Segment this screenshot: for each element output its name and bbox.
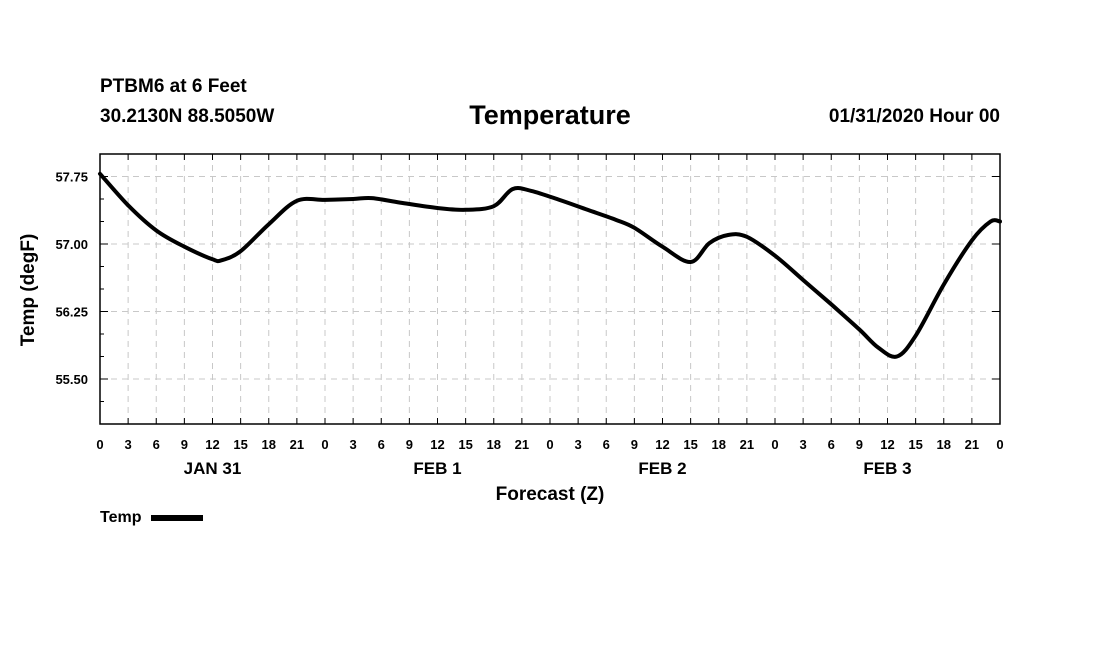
- x-tick-label: 21: [515, 437, 529, 452]
- axis-ticks: [99, 153, 1001, 425]
- x-tick-label: 9: [631, 437, 638, 452]
- x-axis-title: Forecast (Z): [496, 484, 605, 505]
- x-tick-label: 3: [800, 437, 807, 452]
- day-label: FEB 2: [638, 459, 686, 478]
- x-tick-label: 0: [771, 437, 778, 452]
- legend: Temp: [100, 509, 204, 527]
- x-tick-label: 6: [378, 437, 385, 452]
- x-tick-label: 6: [153, 437, 160, 452]
- x-tick-label: 12: [880, 437, 894, 452]
- x-tick-label: 0: [546, 437, 553, 452]
- series-layer: [98, 171, 1002, 359]
- x-tick-label: 21: [740, 437, 754, 452]
- x-tick-label: 21: [965, 437, 979, 452]
- x-tick-label: 9: [406, 437, 413, 452]
- day-label: FEB 3: [863, 459, 911, 478]
- day-label: JAN 31: [184, 459, 242, 478]
- x-tick-label: 21: [290, 437, 304, 452]
- x-tick-label: 0: [96, 437, 103, 452]
- y-axis-title: Temp (degF): [18, 234, 39, 347]
- x-tick-label: 0: [321, 437, 328, 452]
- day-label: FEB 1: [413, 459, 461, 478]
- x-tick-label: 9: [181, 437, 188, 452]
- x-tick-label: 0: [996, 437, 1003, 452]
- x-tick-label: 18: [712, 437, 726, 452]
- x-tick-label: 15: [683, 437, 697, 452]
- y-tick-label: 55.50: [55, 372, 88, 387]
- x-tick-label: 6: [603, 437, 610, 452]
- grid-lines: [100, 154, 1000, 424]
- axis-labels: 0 3 6 9 12 15 18 21 0 3 6 9 12 15 18 21 0 3 6 9 12 15 18 21 0 3 6 9…: [55, 170, 1003, 479]
- x-tick-label: 15: [233, 437, 247, 452]
- x-tick-label: 12: [655, 437, 669, 452]
- x-tick-label: 12: [430, 437, 444, 452]
- station-label: PTBM6 at 6 Feet: [100, 76, 247, 97]
- x-tick-label: 15: [908, 437, 922, 452]
- legend-label: Temp: [100, 509, 142, 526]
- x-tick-label: 18: [262, 437, 276, 452]
- x-tick-label: 6: [828, 437, 835, 452]
- y-tick-label: 57.75: [55, 170, 88, 185]
- series-line-temp: [98, 171, 1002, 359]
- chart-title: Temperature: [469, 100, 631, 130]
- x-tick-label: 18: [937, 437, 951, 452]
- x-tick-label: 15: [458, 437, 472, 452]
- y-tick-label: 56.25: [55, 305, 88, 320]
- x-tick-label: 18: [487, 437, 501, 452]
- legend-swatch: [151, 515, 204, 521]
- x-tick-label: 12: [205, 437, 219, 452]
- x-tick-label: 9: [856, 437, 863, 452]
- datetime-label: 01/31/2020 Hour 00: [828, 106, 1000, 127]
- coordinates-label: 30.2130N 88.5050W: [100, 106, 275, 127]
- x-tick-label: 3: [125, 437, 132, 452]
- y-tick-label: 57.00: [55, 237, 88, 252]
- x-tick-label: 3: [350, 437, 357, 452]
- x-tick-label: 3: [575, 437, 582, 452]
